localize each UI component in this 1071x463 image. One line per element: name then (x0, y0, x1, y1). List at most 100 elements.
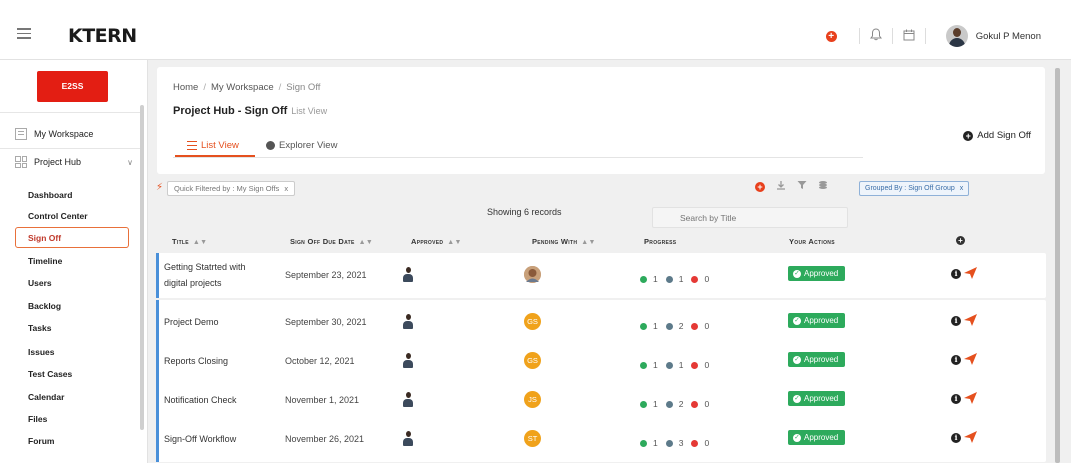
column-header-your-actions: Your Actions (789, 237, 835, 246)
breadcrumb-home[interactable]: Home (173, 82, 199, 93)
add-icon[interactable]: + (755, 181, 765, 192)
list-toolbar: + (755, 180, 828, 193)
ktern-logo[interactable]: KTERN (68, 25, 137, 47)
column-header-title[interactable]: Title ▲▼ (172, 237, 208, 246)
sidebar-item-sign-off[interactable]: Sign Off (15, 227, 129, 248)
sidebar-item-timeline[interactable]: Timeline (28, 256, 63, 266)
info-icon[interactable]: i (951, 316, 961, 326)
send-icon[interactable] (964, 353, 977, 365)
send-icon[interactable] (964, 314, 977, 326)
add-sign-off-label: Add Sign Off (977, 130, 1031, 141)
row-due-date: November 26, 2021 (285, 434, 365, 444)
breadcrumb-workspace[interactable]: My Workspace (210, 82, 274, 93)
column-header-pending-with[interactable]: Pending With ▲▼ (532, 237, 596, 246)
row-indicator (156, 300, 159, 345)
top-bar: KTERN + Gokul P Menon (0, 0, 1071, 60)
quick-filter-text: Quick Filtered by : My Sign Offs (174, 184, 280, 193)
row-due-date: September 23, 2021 (285, 270, 367, 280)
info-icon[interactable]: i (951, 394, 961, 404)
page-scrollbar[interactable] (1055, 68, 1060, 463)
pending-avatar: GS (524, 313, 541, 330)
approver-avatar (403, 392, 413, 408)
sidebar-item-tasks[interactable]: Tasks (28, 323, 52, 333)
send-icon[interactable] (964, 392, 977, 404)
sidebar-item-control-center[interactable]: Control Center (28, 211, 88, 221)
user-name[interactable]: Gokul P Menon (975, 30, 1041, 42)
filter-icon[interactable] (797, 180, 807, 193)
list-icon (187, 141, 197, 150)
check-icon: ✓ (793, 355, 801, 364)
tab-list-view[interactable]: List View (175, 140, 255, 157)
check-icon: ✓ (793, 269, 801, 278)
table-row[interactable]: Notification Check November 1, 2021 JS 1… (156, 378, 1046, 423)
sidebar-item-issues[interactable]: Issues (28, 347, 55, 357)
tab-label: Explorer View (279, 140, 338, 151)
chip-close-icon[interactable]: x (284, 184, 289, 193)
sidebar-item-files[interactable]: Files (28, 414, 48, 424)
breadcrumb: Home / My Workspace / Sign Off (173, 82, 320, 93)
download-icon[interactable] (776, 180, 786, 193)
info-icon[interactable]: i (951, 355, 961, 365)
row-title[interactable]: Project Demo (164, 317, 219, 327)
pending-avatar (524, 266, 541, 283)
chevron-down-icon[interactable]: ∨ (127, 157, 133, 167)
chip-close-icon[interactable]: x (959, 185, 964, 192)
pending-avatar: ST (524, 430, 541, 447)
user-menu[interactable]: Gokul P Menon (945, 25, 1041, 47)
sidebar-item-my-workspace[interactable]: My Workspace (15, 128, 93, 140)
sidebar-item-users[interactable]: Users (28, 278, 52, 288)
grid-icon (15, 156, 27, 168)
row-indicator (156, 339, 159, 384)
sidebar-item-calendar[interactable]: Calendar (28, 392, 65, 402)
sidebar-item-test-cases[interactable]: Test Cases (28, 369, 73, 379)
add-icon[interactable]: + (825, 30, 837, 42)
sidebar-item-label: My Workspace (34, 129, 94, 139)
bell-icon[interactable] (869, 28, 882, 44)
row-title[interactable]: Sign-Off Workflow (164, 434, 237, 444)
table-row[interactable]: Getting Statrted with digital projects Se… (156, 253, 1046, 298)
calendar-icon[interactable] (903, 29, 915, 44)
sidebar-item-forum[interactable]: Forum (28, 436, 55, 446)
column-header-approved[interactable]: Approved ▲▼ (411, 237, 462, 246)
quick-filter-chip[interactable]: Quick Filtered by : My Sign Offs x (167, 181, 296, 196)
check-icon: ✓ (793, 394, 801, 403)
avatar[interactable] (945, 25, 968, 47)
group-icon[interactable] (818, 180, 828, 193)
tab-explorer-view[interactable]: Explorer View (266, 140, 337, 151)
status-badge: ✓ Approved (788, 352, 846, 367)
send-icon[interactable] (964, 267, 977, 279)
row-due-date: November 1, 2021 (285, 395, 360, 405)
divider (0, 112, 140, 113)
sidebar-item-project-hub[interactable]: Project Hub ∨ (15, 156, 133, 168)
row-title[interactable]: Notification Check (164, 395, 237, 405)
send-icon[interactable] (964, 431, 977, 443)
active-tab-indicator (175, 155, 255, 157)
divider (924, 28, 926, 44)
add-icon: + (963, 130, 974, 141)
info-icon[interactable]: i (951, 433, 961, 443)
column-header-due-date[interactable]: Sign Off Due Date ▲▼ (290, 237, 374, 246)
sidebar-item-dashboard[interactable]: Dashboard (28, 190, 73, 200)
sidebar: E2SS My Workspace Project Hub ∨ Dashboar… (0, 60, 148, 463)
status-badge: ✓ Approved (788, 313, 846, 328)
add-sign-off-button[interactable]: + Add Sign Off (963, 130, 1031, 141)
project-selector-button[interactable]: E2SS (37, 71, 108, 102)
page-subtitle: List View (291, 106, 328, 116)
row-title[interactable]: Getting Statrted with digital projects (164, 262, 246, 288)
sidebar-item-label: Project Hub (34, 157, 82, 167)
add-column-icon[interactable]: + (956, 236, 965, 245)
sidebar-scrollbar[interactable] (140, 105, 144, 430)
table-row[interactable]: Sign-Off Workflow November 26, 2021 ST 1… (156, 417, 1046, 462)
sidebar-item-backlog[interactable]: Backlog (28, 301, 62, 311)
pending-avatar: GS (524, 352, 541, 369)
group-by-chip[interactable]: Grouped By : Sign Off Group x (859, 181, 970, 196)
row-title[interactable]: Reports Closing (164, 356, 229, 366)
menu-icon[interactable] (17, 28, 31, 39)
explorer-icon (266, 141, 275, 150)
search-input[interactable] (652, 207, 848, 228)
info-icon[interactable]: i (951, 269, 961, 279)
